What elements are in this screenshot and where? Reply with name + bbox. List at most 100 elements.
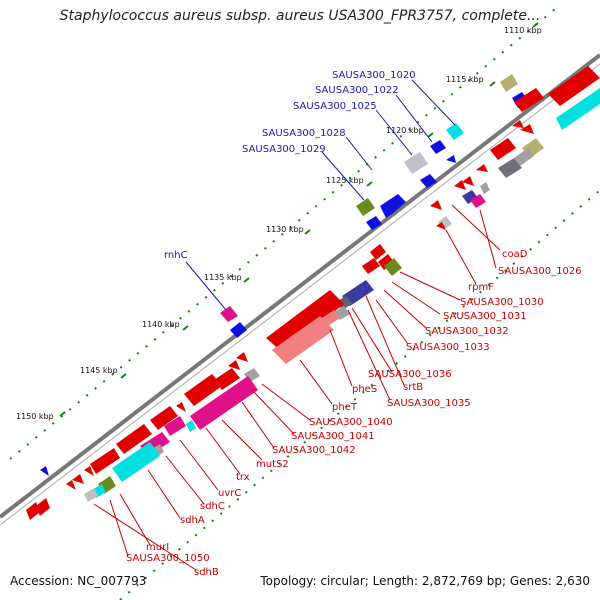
gene-label-sausa300-1040: SAUSA300_1040 — [309, 417, 393, 428]
feature-olive-2 — [384, 258, 402, 276]
feature-reverse-small-5 — [462, 176, 474, 186]
feature-reverse-small-15 — [36, 498, 50, 516]
genome-summary-text: Topology: circular; Length: 2,872,769 bp… — [260, 574, 590, 588]
feature-magenta-4 — [164, 416, 186, 436]
gene-label-sausa300-1032: SAUSA300_1032 — [425, 326, 509, 337]
map-title: Staphylococcus aureus subsp. aureus USA3… — [59, 8, 541, 24]
feature-forward-arrow-2 — [430, 140, 446, 154]
reverse-features — [26, 66, 600, 520]
feature-cyan-1 — [446, 123, 464, 140]
tick-label-1140: 1140 kbp — [142, 320, 180, 329]
feature-reverse-small-1 — [512, 120, 524, 128]
feature-magenta-1 — [220, 306, 238, 322]
gene-label-sausa300-1050: SAUSA300_1050 — [126, 553, 210, 564]
gene-label-trx: trx — [236, 472, 250, 483]
feature-forward-arrow-4 — [380, 194, 406, 218]
gene-label-sausa300-1030: SAUSA300_1030 — [460, 297, 544, 308]
feature-navy-2 — [342, 280, 374, 306]
gene-label-uvrc: uvrC — [218, 488, 241, 499]
feature-navy-1 — [462, 190, 478, 204]
feature-reverse-2 — [514, 88, 544, 112]
feature-magenta-3 — [190, 376, 258, 430]
feature-reverse-small-6 — [430, 200, 442, 210]
gene-label-srtb: srtB — [403, 382, 423, 393]
feature-reverse-small-8 — [236, 352, 248, 362]
gene-label-phes: pheS — [352, 384, 377, 395]
scale-ticks — [59, 22, 539, 417]
feature-reverse-small-11 — [84, 466, 94, 476]
gene-label-sausa300-1042: SAUSA300_1042 — [272, 445, 356, 456]
feature-reverse-8 — [184, 374, 222, 406]
bottom-label-connectors — [93, 204, 501, 571]
feature-reverse-small-12 — [66, 480, 76, 490]
feature-reverse-small-13 — [72, 474, 84, 484]
tick-label-1150: 1150 kbp — [16, 412, 54, 421]
genome-backbone — [0, 53, 600, 519]
feature-reverse-11 — [116, 424, 152, 454]
feature-reverse-1 — [548, 66, 600, 106]
feature-cyan-3 — [186, 420, 196, 432]
gene-label-sausa300-1041: SAUSA300_1041 — [291, 431, 375, 442]
gene-label-sdha: sdhA — [180, 515, 205, 526]
feature-reverse-small-9 — [228, 360, 240, 370]
gene-label-coad: coaD — [502, 249, 528, 260]
feature-forward-arrow-3 — [420, 174, 437, 188]
gene-label-phet: pheT — [332, 402, 358, 413]
gene-label-sausa300-1033: SAUSA300_1033 — [406, 342, 490, 353]
feature-forward-arrow-6 — [230, 322, 247, 338]
feature-reverse-12 — [90, 448, 120, 474]
feature-grey-8 — [84, 488, 98, 502]
tick-label-1115: 1115 kbp — [446, 75, 484, 84]
feature-grey-2 — [514, 148, 534, 166]
feature-khaki-1 — [500, 74, 518, 92]
feature-forward-small-1 — [446, 155, 456, 163]
tick-label-1130: 1130 kbp — [266, 225, 304, 234]
genome-backbone-inner — [0, 63, 600, 526]
gc-track-outer — [9, 4, 561, 460]
gene-label-rpmf: rpmF — [468, 282, 494, 293]
feature-reverse-small-2 — [520, 124, 534, 134]
tick-label-1135: 1135 kbp — [204, 273, 242, 282]
tick-label-1120: 1120 kbp — [386, 126, 424, 135]
feature-grey-3 — [480, 182, 490, 194]
gene-label-muri: murI — [146, 542, 169, 553]
gene-label-sausa300-1025: SAUSA300_1025 — [293, 101, 377, 112]
gene-label-muts2: mutS2 — [256, 459, 289, 470]
gene-label-sausa300-1031: SAUSA300_1031 — [443, 311, 527, 322]
feature-grey-1 — [404, 152, 428, 174]
gene-label-sdhb: sdhB — [194, 567, 219, 578]
feature-salmon-1 — [272, 316, 334, 364]
gene-label-sausa300-1020: SAUSA300_1020 — [332, 70, 416, 81]
feature-reverse-4 — [370, 244, 386, 260]
feature-reverse-10 — [150, 406, 178, 430]
feature-cyan-2 — [556, 88, 600, 130]
feature-reverse-3 — [490, 138, 516, 160]
feature-dark-grey-1 — [498, 158, 522, 178]
feature-olive-1 — [356, 198, 375, 216]
feature-cyan-4 — [112, 442, 160, 482]
tick-label-1145: 1145 kbp — [80, 366, 118, 375]
feature-reverse-small-3 — [476, 164, 488, 172]
feature-forward-arrow-5 — [366, 216, 382, 230]
gene-label-sdhc: sdhC — [200, 501, 225, 512]
gene-label-sausa300-1028: SAUSA300_1028 — [262, 128, 346, 139]
gene-label-sausa300-1029: SAUSA300_1029 — [242, 144, 326, 155]
gene-label-rnhc: rnhC — [164, 250, 188, 261]
forward-features — [40, 74, 528, 476]
gene-label-sausa300-1036: SAUSA300_1036 — [368, 369, 452, 380]
feature-reverse-5 — [362, 258, 380, 274]
feature-grey-4 — [438, 216, 452, 230]
tick-label-1125: 1125 kbp — [326, 176, 364, 185]
feature-reverse-9 — [214, 368, 240, 390]
feature-magenta-2 — [470, 194, 486, 208]
feature-reverse-small-4 — [454, 180, 466, 190]
accession-text: Accession: NC_007793 — [10, 574, 147, 588]
top-label-connectors — [185, 79, 456, 311]
gene-label-sausa300-1022: SAUSA300_1022 — [315, 85, 399, 96]
gene-label-sausa300-1035: SAUSA300_1035 — [387, 398, 471, 409]
feature-salmon-2 — [322, 310, 340, 326]
tick-label-1110: 1110 kbp — [504, 26, 542, 35]
feature-reverse-7 — [266, 290, 344, 352]
